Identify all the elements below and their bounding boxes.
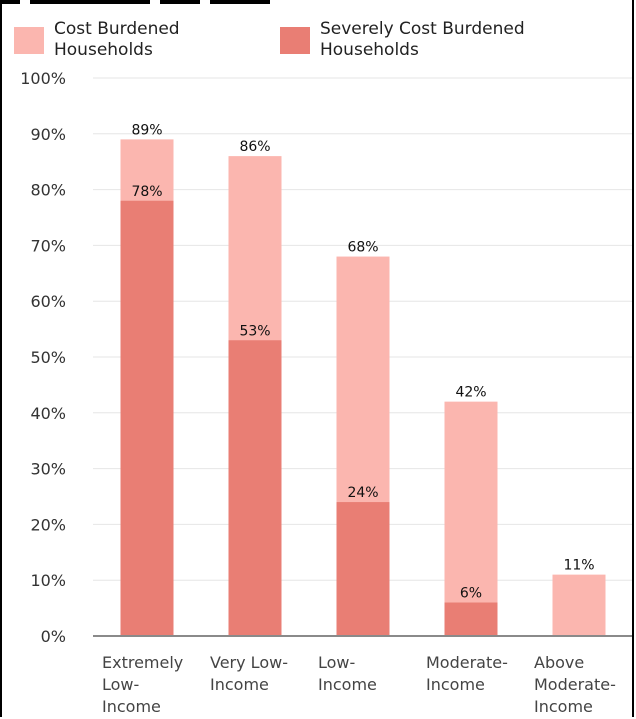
data-label-cost-burdened-4: 11%	[563, 558, 594, 574]
clipped-header-band	[0, 0, 636, 6]
data-label-cost-burdened-3: 42%	[455, 385, 486, 401]
data-label-cost-burdened-1: 86%	[239, 139, 270, 155]
bar-cost-burdened-3	[444, 401, 498, 636]
data-label-severely-cost-burdened-3: 6%	[460, 586, 482, 602]
y-tick-label: 80%	[30, 181, 66, 200]
bar-severely-cost-burdened-3	[444, 602, 498, 636]
y-tick-label: 70%	[30, 236, 66, 255]
legend: Cost Burdened Households Severely Cost Bur…	[14, 19, 525, 60]
y-tick-label: 40%	[30, 404, 66, 423]
data-label-cost-burdened-2: 68%	[347, 240, 378, 256]
data-label-severely-cost-burdened-1: 53%	[239, 323, 270, 339]
bar-severely-cost-burdened-2	[336, 502, 390, 636]
y-tick-label: 60%	[30, 292, 66, 311]
y-tick-label: 10%	[30, 571, 66, 590]
bar-cost-burdened-4	[552, 574, 606, 636]
x-category-label-4: Above Moderate-Income	[534, 653, 616, 716]
data-label-severely-cost-burdened-2: 24%	[347, 485, 378, 501]
legend-label-1: Severely Cost Burdened Households	[320, 19, 525, 60]
x-category-label-2: Low-Income	[318, 653, 377, 694]
y-tick-label: 0%	[41, 627, 66, 646]
x-category-label-0: Extremely Low-Income	[102, 653, 183, 716]
y-tick-label: 50%	[30, 348, 66, 367]
legend-swatch-1	[280, 27, 310, 54]
legend-swatch-0	[14, 27, 44, 54]
y-tick-label: 30%	[30, 460, 66, 479]
bar-severely-cost-burdened-0	[120, 200, 174, 636]
y-tick-label: 20%	[30, 515, 66, 534]
bars	[120, 139, 606, 636]
y-axis: 0% 10% 20% 30% 40% 50% 60% 70% 80% 90% 100%	[20, 69, 66, 646]
data-label-cost-burdened-0: 89%	[131, 122, 162, 138]
y-tick-label: 90%	[30, 125, 66, 144]
bar-severely-cost-burdened-1	[228, 340, 282, 636]
bar-labels: 89% 78% 86% 53% 68% 24% 42% 6% 11%	[131, 122, 594, 601]
x-category-label-3: Moderate-Income	[426, 653, 508, 694]
y-tick-label: 100%	[20, 69, 66, 88]
x-axis: Extremely Low-Income Very Low-Income Low-In…	[102, 653, 616, 716]
x-category-label-1: Very Low-Income	[210, 653, 288, 694]
data-label-severely-cost-burdened-0: 78%	[131, 184, 162, 200]
legend-label-0: Cost Burdened Households	[54, 19, 180, 60]
